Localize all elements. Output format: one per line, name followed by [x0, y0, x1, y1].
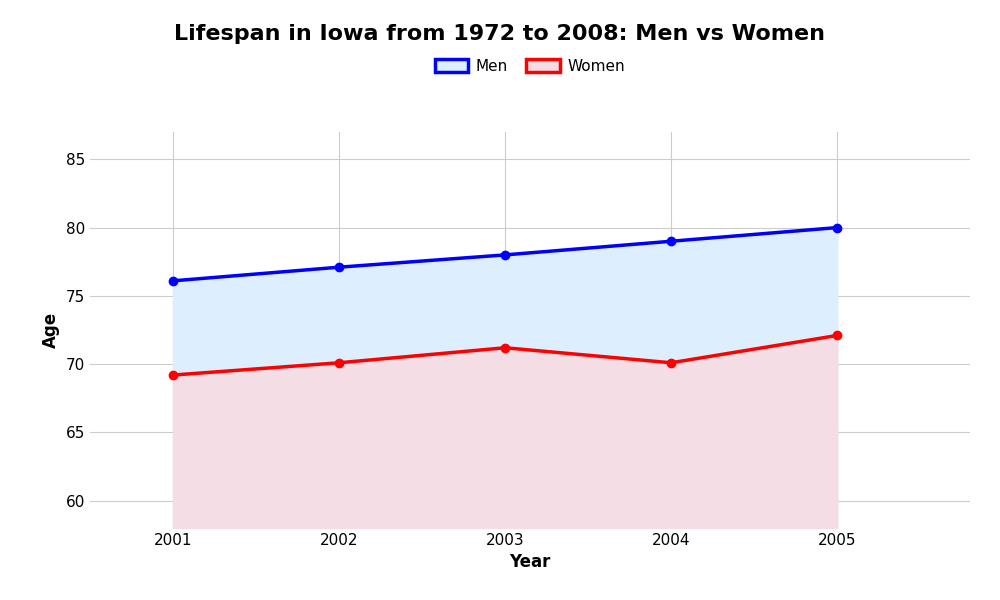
- Y-axis label: Age: Age: [42, 312, 60, 348]
- Text: Lifespan in Iowa from 1972 to 2008: Men vs Women: Lifespan in Iowa from 1972 to 2008: Men …: [175, 24, 826, 44]
- X-axis label: Year: Year: [509, 553, 551, 571]
- Legend: Men, Women: Men, Women: [429, 53, 631, 80]
